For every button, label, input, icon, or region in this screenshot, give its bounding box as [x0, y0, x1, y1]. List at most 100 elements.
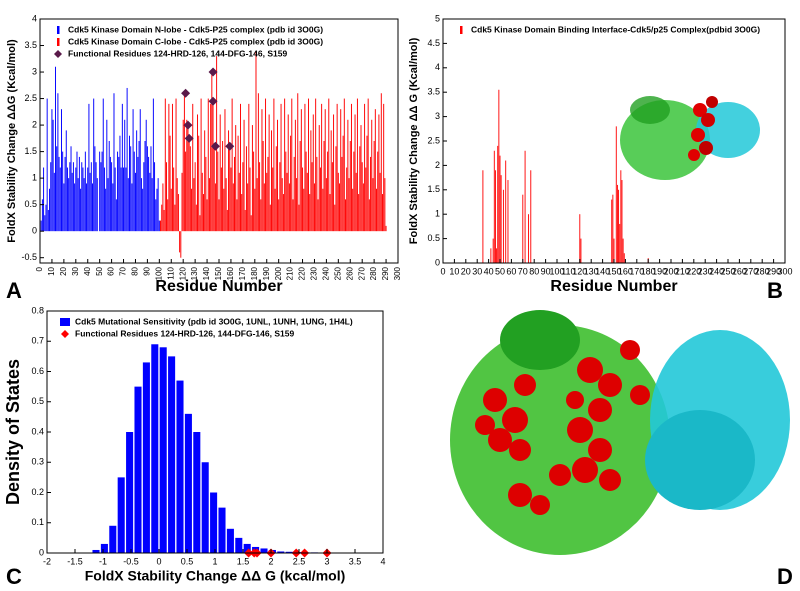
y-tick-label: 4 [32, 13, 37, 23]
bar [269, 204, 271, 232]
marker [183, 120, 193, 130]
bar [69, 162, 71, 232]
bar [308, 98, 309, 232]
bar [267, 156, 269, 232]
bar [77, 178, 79, 232]
y-tick-label: 0.3 [31, 457, 44, 467]
bar [199, 215, 201, 232]
x-tick-label: 190 [652, 266, 667, 276]
y-tick-label: 2 [435, 160, 440, 170]
bar [204, 130, 206, 232]
bar [109, 156, 111, 232]
bar [319, 167, 321, 232]
bar [45, 204, 47, 232]
bar [182, 119, 184, 232]
bar [200, 98, 202, 232]
chart: 0 0.1 0.2 0.3 0.4 0.5 0.6 0.7 0.8 -2 -1.5 -1 -0.5 0 0.… [3, 305, 386, 588]
bar [225, 178, 227, 232]
bar [47, 209, 49, 232]
bar [224, 109, 226, 232]
x-tick-label: 30 [472, 266, 482, 276]
bar [138, 141, 140, 232]
protein-structure [450, 310, 790, 555]
bar [129, 135, 130, 232]
bar [192, 103, 194, 232]
bar [126, 87, 128, 232]
bar [368, 199, 370, 232]
bar [108, 141, 110, 232]
bar [371, 119, 373, 232]
bar [240, 103, 241, 232]
x-tick-label: 150 [606, 266, 621, 276]
bar [337, 172, 339, 232]
histogram-bar [92, 549, 100, 553]
bar [530, 170, 532, 263]
bar [229, 146, 231, 232]
bar [61, 109, 62, 232]
y-tick-label: 1 [32, 173, 37, 183]
x-tick-label: 10 [449, 266, 459, 276]
x-axis-label: FoldX Stability Change ΔΔ G (kcal/mol) [85, 568, 346, 584]
bar [271, 130, 272, 232]
bar [218, 199, 220, 232]
bar [482, 170, 484, 263]
bar [183, 93, 185, 232]
x-tick-label: 4 [380, 556, 385, 566]
y-axis-label: FoldX Stability Change ΔΔG (Kcal/mol) [6, 39, 18, 243]
bar [143, 162, 145, 232]
legend-label: Cdk5 Kinase Domain Binding Interface-Cdk… [471, 24, 760, 34]
x-tick-label: 130 [190, 266, 199, 280]
bar [81, 162, 83, 232]
bar [133, 151, 135, 232]
bar [96, 178, 98, 232]
bar [71, 172, 73, 232]
bar [325, 178, 327, 232]
legend-marker [460, 26, 463, 34]
bar [207, 98, 209, 232]
bar [46, 98, 48, 232]
y-tick-label: 0.1 [31, 517, 44, 527]
x-tick-label: 90 [541, 266, 551, 276]
chart: 00.511.522.533.544.550 10 20 30 40 50 60 70 80 90… [408, 13, 793, 302]
x-tick-label: 290 [381, 266, 390, 280]
bar [378, 114, 380, 232]
bar [68, 178, 70, 232]
histogram-bar [235, 537, 243, 553]
bar [311, 162, 313, 232]
bar [522, 194, 524, 263]
x-tick-label: -1.5 [67, 556, 83, 566]
x-tick-label: -0.5 [123, 556, 139, 566]
bar [615, 126, 617, 263]
y-tick-label: 0 [435, 257, 440, 267]
bar [275, 146, 277, 232]
bar [99, 151, 101, 232]
bar [161, 204, 163, 232]
bar [281, 178, 283, 232]
bar [195, 204, 197, 232]
bar [137, 156, 139, 232]
histogram-bar [193, 432, 201, 553]
bar [145, 119, 147, 232]
bar [121, 103, 123, 232]
bar [343, 98, 345, 232]
bar [365, 167, 367, 232]
bar [366, 135, 368, 232]
bar [189, 146, 191, 232]
bar [175, 98, 177, 232]
y-tick-label: 1 [435, 209, 440, 219]
bar [241, 194, 243, 232]
bar [261, 109, 263, 232]
x-tick-label: 230 [310, 266, 319, 280]
bar [249, 167, 251, 232]
bar [383, 103, 385, 232]
y-tick-label: 2 [32, 119, 37, 129]
bar [361, 162, 363, 232]
x-tick-label: 280 [369, 266, 378, 280]
bar [347, 119, 349, 232]
x-tick-label: 1 [212, 556, 217, 566]
bar [255, 50, 257, 232]
x-tick-label: 20 [461, 266, 471, 276]
x-tick-label: 210 [675, 266, 690, 276]
bar [43, 167, 45, 232]
bar [262, 141, 264, 232]
